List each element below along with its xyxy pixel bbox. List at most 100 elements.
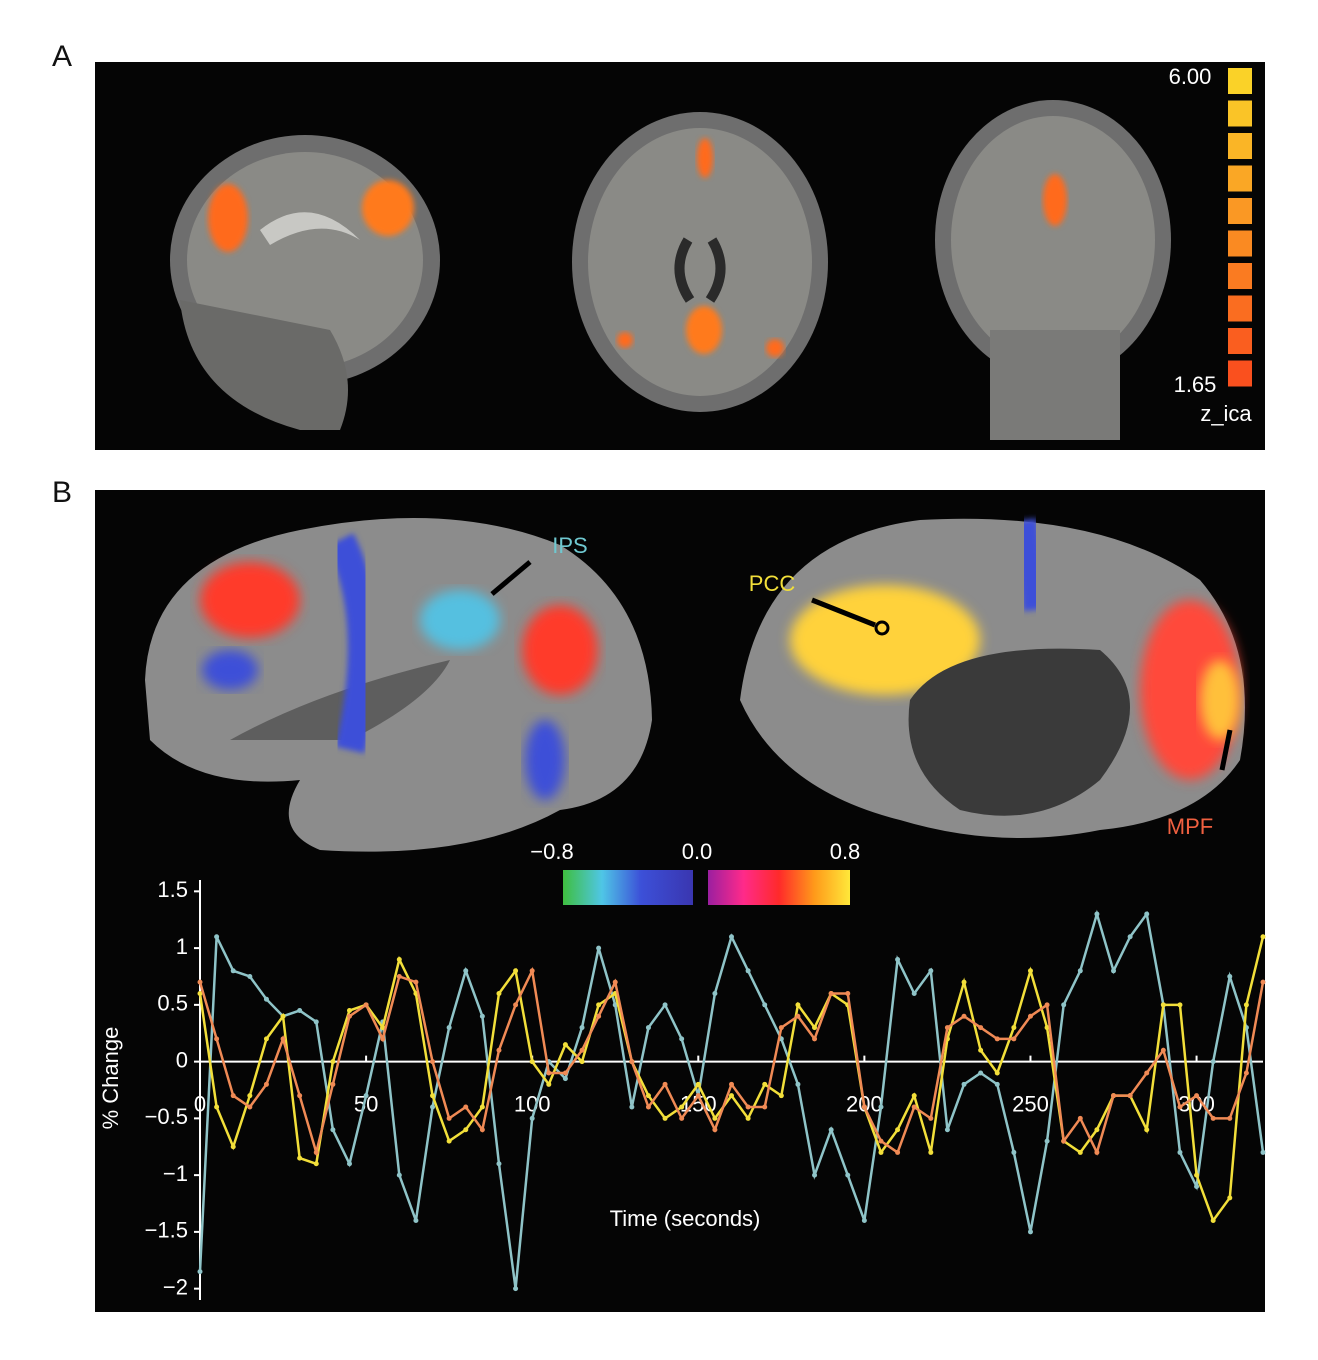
series-point xyxy=(1044,1002,1050,1008)
series-point xyxy=(479,1104,485,1110)
series-point xyxy=(978,1025,984,1031)
series-point xyxy=(1227,973,1233,979)
series-point xyxy=(861,1104,867,1110)
series-point xyxy=(745,1104,751,1110)
series-point xyxy=(1077,968,1083,974)
series-point xyxy=(928,968,934,974)
series-point xyxy=(911,991,917,997)
series-point xyxy=(895,1149,901,1155)
series-point xyxy=(230,1093,236,1099)
x-tick-label: 100 xyxy=(514,1091,551,1116)
series-point xyxy=(1144,911,1150,917)
series-point xyxy=(247,1093,253,1099)
series-point xyxy=(263,1081,269,1087)
series-point xyxy=(363,1093,369,1099)
series-point xyxy=(1160,1002,1166,1008)
medial-brain-surface xyxy=(740,518,1245,838)
y-tick-label: −1.5 xyxy=(145,1218,188,1243)
series-point xyxy=(612,979,618,985)
series-point xyxy=(1077,1115,1083,1121)
series-point xyxy=(230,1144,236,1150)
series-point xyxy=(1127,1093,1133,1099)
series-point xyxy=(1094,1127,1100,1133)
series-point xyxy=(928,1115,934,1121)
series-point xyxy=(944,1127,950,1133)
series-point xyxy=(645,1093,651,1099)
series-point xyxy=(978,1070,984,1076)
colorbar-max-label: 6.00 xyxy=(1169,64,1212,89)
series-point xyxy=(1094,911,1100,917)
series-point xyxy=(546,1070,552,1076)
series-point xyxy=(961,1013,967,1019)
series-point xyxy=(1260,1149,1266,1155)
colorbar-a xyxy=(1228,68,1252,387)
region-label: PCC xyxy=(749,571,796,596)
colorbar-label: 0.0 xyxy=(682,839,713,864)
colorbar-swatch xyxy=(1228,198,1252,224)
series-point xyxy=(413,1218,419,1224)
series-point xyxy=(1044,1138,1050,1144)
series-point xyxy=(1027,1013,1033,1019)
series-point xyxy=(197,1269,203,1275)
series-point xyxy=(446,1025,452,1031)
series-point xyxy=(911,1093,917,1099)
series-point xyxy=(446,1115,452,1121)
series-point xyxy=(313,1161,319,1167)
series-point xyxy=(380,1025,386,1031)
series-point xyxy=(1027,968,1033,974)
series-point xyxy=(214,934,220,940)
series-point xyxy=(944,1025,950,1031)
series-point xyxy=(1260,934,1266,940)
series-point xyxy=(1227,1115,1233,1121)
series-point xyxy=(861,1218,867,1224)
series-point xyxy=(280,1013,286,1019)
plot: 1.510.50−0.5−1−1.5−20 50 100 150 200 250 300 xyxy=(145,877,1266,1300)
series-point xyxy=(479,1013,485,1019)
series-point xyxy=(197,979,203,985)
series-point xyxy=(396,1172,402,1178)
series-point xyxy=(994,1070,1000,1076)
series-point xyxy=(1127,934,1133,940)
series-point xyxy=(297,1008,303,1014)
series-point xyxy=(463,968,469,974)
series-point xyxy=(396,973,402,979)
series-point xyxy=(828,991,834,997)
colorbar-swatch xyxy=(1228,100,1252,127)
series-point xyxy=(596,1002,602,1008)
series-point xyxy=(263,996,269,1002)
series-point xyxy=(712,991,718,997)
series-point xyxy=(961,979,967,985)
series-point xyxy=(895,1127,901,1133)
series-point xyxy=(911,1104,917,1110)
series-point xyxy=(994,1081,1000,1087)
series-point xyxy=(729,934,734,940)
series-point xyxy=(562,1076,568,1082)
series-point xyxy=(297,1093,303,1099)
series-point xyxy=(662,1002,668,1008)
y-tick-label: 0 xyxy=(176,1047,188,1072)
series-point xyxy=(313,1149,319,1155)
series-point xyxy=(380,1036,386,1042)
series-point xyxy=(812,1025,818,1031)
series-point xyxy=(1144,1070,1150,1076)
series-point xyxy=(712,1115,718,1121)
series-point xyxy=(346,1008,352,1014)
series-point xyxy=(795,1002,801,1008)
x-tick-label: 250 xyxy=(1012,1091,1049,1116)
series-point xyxy=(496,1047,502,1053)
series-point xyxy=(645,1025,651,1031)
series-point xyxy=(712,1127,718,1133)
series-point xyxy=(828,1127,834,1133)
series-point xyxy=(579,1059,585,1065)
series-point xyxy=(529,1115,535,1121)
series-point xyxy=(1243,1002,1249,1008)
series-point xyxy=(197,991,203,997)
series-point xyxy=(579,1047,585,1053)
series-point xyxy=(396,956,402,962)
y-axis-label: % Change xyxy=(98,1027,123,1130)
series-point xyxy=(463,1127,469,1133)
series-point xyxy=(330,1059,336,1065)
series-point xyxy=(695,1081,701,1087)
series-point xyxy=(812,1036,818,1042)
